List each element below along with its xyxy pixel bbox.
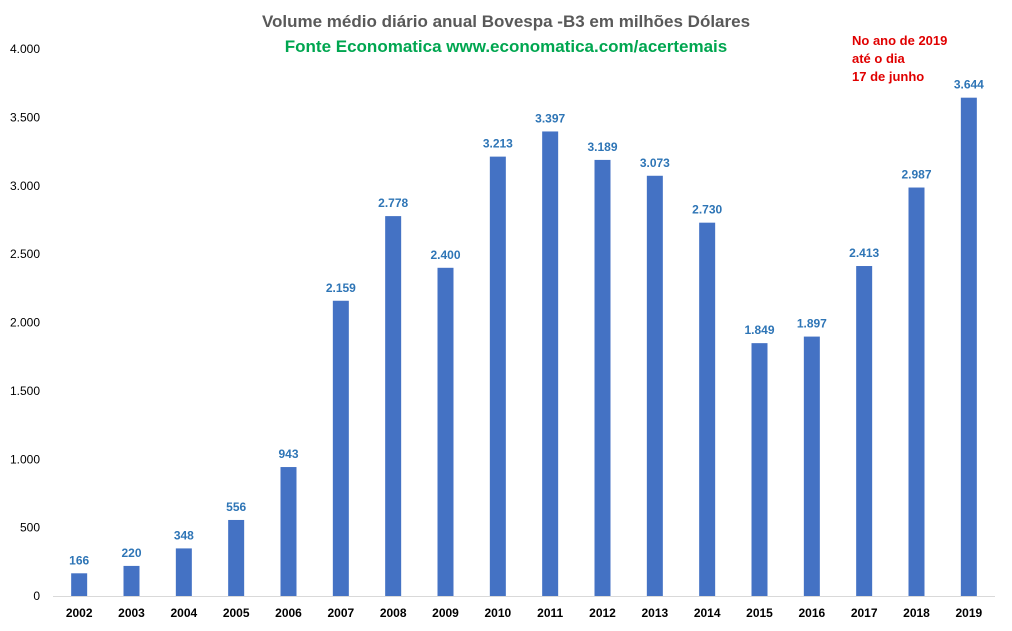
bar	[594, 159, 611, 597]
data-label: 3.073	[640, 156, 670, 170]
data-label: 1.897	[797, 317, 827, 331]
bar	[437, 267, 454, 596]
bar	[123, 565, 140, 596]
x-tick-label: 2019	[955, 606, 982, 620]
data-label: 1.849	[744, 323, 774, 337]
data-label: 220	[121, 546, 141, 560]
data-label: 556	[226, 500, 246, 514]
data-label: 2.413	[849, 246, 879, 260]
bar	[542, 131, 559, 596]
data-label: 3.397	[535, 111, 565, 125]
chart-subtitle: Fonte Economatica www.economatica.com/ac…	[284, 37, 728, 56]
bar	[856, 266, 873, 596]
x-tick-label: 2005	[223, 606, 250, 620]
x-tick-label: 2011	[537, 606, 563, 620]
data-label: 2.778	[378, 196, 408, 210]
data-label: 943	[278, 447, 298, 461]
x-tick-label: 2010	[484, 606, 511, 620]
chart-title: Volume médio diário anual Bovespa -B3 em…	[261, 12, 751, 31]
bar	[228, 519, 245, 596]
data-label: 2.730	[692, 203, 722, 217]
y-tick-label: 0	[33, 589, 40, 603]
bar	[751, 343, 768, 596]
y-tick-label: 1.500	[10, 384, 40, 398]
bar	[71, 573, 88, 596]
x-tick-label: 2007	[327, 606, 354, 620]
data-label: 2.987	[901, 168, 931, 182]
bar	[908, 187, 925, 596]
data-label: 348	[174, 528, 194, 542]
annotation-line: 17 de junho	[852, 69, 925, 84]
data-label: 3.189	[587, 140, 617, 154]
bar	[803, 336, 820, 596]
data-label: 2.400	[430, 248, 460, 262]
x-tick-label: 2003	[118, 606, 145, 620]
annotation-line: No ano de 2019	[852, 33, 948, 48]
data-label: 166	[69, 553, 89, 567]
data-label: 3.213	[483, 137, 513, 151]
y-tick-label: 1.000	[10, 452, 40, 466]
bar	[489, 156, 506, 596]
bar	[385, 216, 402, 596]
bar	[646, 175, 663, 596]
bar	[332, 300, 349, 596]
y-tick-label: 500	[20, 521, 40, 535]
x-tick-label: 2014	[694, 606, 721, 620]
data-label: 2.159	[326, 281, 356, 295]
bar	[960, 97, 977, 597]
x-tick-label: 2006	[275, 606, 302, 620]
x-tick-label: 2002	[66, 606, 93, 620]
bar	[280, 467, 297, 596]
y-tick-label: 2.000	[10, 316, 40, 330]
x-tick-label: 2012	[589, 606, 616, 620]
x-tick-label: 2018	[903, 606, 930, 620]
annotation-line: até o dia	[852, 51, 905, 66]
y-tick-label: 4.000	[10, 42, 40, 56]
x-tick-label: 2016	[798, 606, 825, 620]
bar	[175, 548, 192, 596]
y-tick-label: 3.500	[10, 110, 40, 124]
x-tick-label: 2009	[432, 606, 459, 620]
x-tick-label: 2017	[851, 606, 878, 620]
data-label: 3.644	[954, 78, 984, 92]
x-tick-label: 2015	[746, 606, 773, 620]
x-tick-label: 2013	[641, 606, 668, 620]
x-tick-label: 2004	[170, 606, 197, 620]
y-tick-label: 2.500	[10, 247, 40, 261]
bar	[699, 222, 716, 597]
x-tick-label: 2008	[380, 606, 407, 620]
y-tick-label: 3.000	[10, 179, 40, 193]
chart-annotation: No ano de 2019 até o dia 17 de junho	[852, 32, 947, 86]
